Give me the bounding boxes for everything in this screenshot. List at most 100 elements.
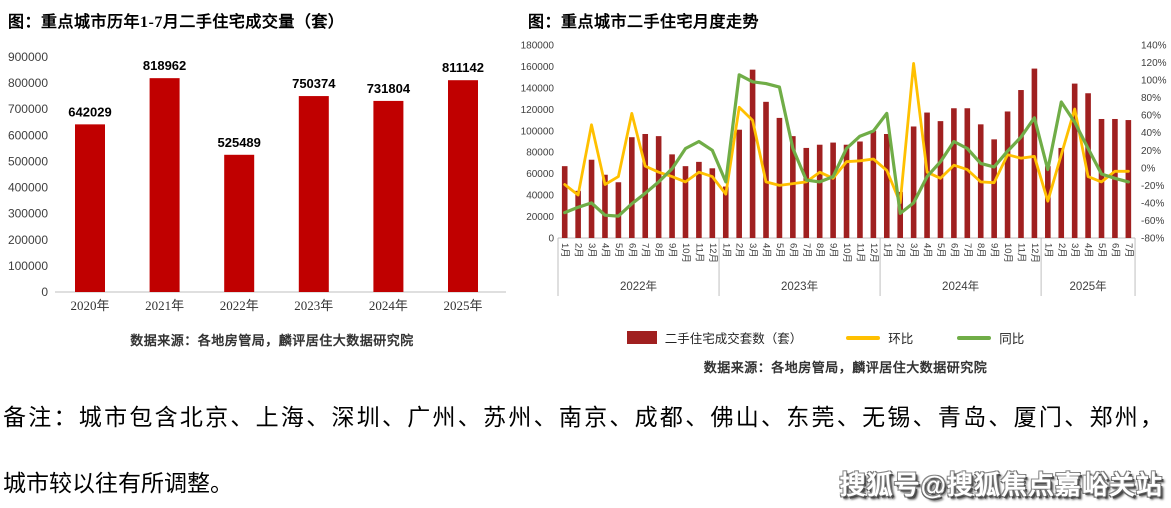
svg-text:2025年: 2025年: [443, 298, 482, 313]
left-chart-title: 图：重点城市历年1-7月二手住宅成交量（套）: [8, 14, 345, 31]
svg-text:12月: 12月: [707, 243, 718, 263]
svg-text:5月: 5月: [774, 243, 785, 258]
svg-text:40000: 40000: [526, 191, 554, 202]
svg-text:1月: 1月: [881, 243, 892, 258]
svg-text:3月: 3月: [747, 243, 758, 258]
svg-text:200000: 200000: [8, 233, 48, 247]
svg-text:2023年: 2023年: [781, 279, 818, 293]
svg-text:100%: 100%: [1141, 76, 1167, 87]
svg-text:6月: 6月: [1109, 243, 1120, 258]
mom-line: [563, 62, 1130, 205]
svg-text:7月: 7月: [1123, 243, 1134, 258]
legend-label-sales: 二手住宅成交套数（套）: [664, 332, 803, 346]
line-swatch-icon: [846, 335, 881, 340]
svg-text:2020年: 2020年: [70, 298, 109, 313]
svg-text:818962: 818962: [143, 58, 186, 73]
svg-text:6月: 6月: [626, 243, 637, 258]
svg-text:9月: 9月: [989, 243, 1000, 258]
svg-text:12月: 12月: [1029, 243, 1040, 263]
svg-text:731804: 731804: [367, 81, 411, 96]
yoy-line: [563, 73, 1131, 218]
svg-text:-60%: -60%: [1141, 216, 1164, 227]
svg-text:1月: 1月: [1042, 243, 1053, 258]
svg-text:4月: 4月: [922, 243, 933, 258]
svg-text:11月: 11月: [1015, 243, 1026, 262]
svg-text:80%: 80%: [1141, 93, 1161, 104]
svg-text:9月: 9月: [828, 243, 839, 258]
legend-label-mom: 环比: [888, 332, 914, 346]
bar-2023年: [298, 96, 329, 293]
svg-text:8月: 8月: [814, 243, 825, 258]
svg-text:811142: 811142: [442, 60, 484, 75]
svg-text:4月: 4月: [761, 243, 772, 258]
left-chart-svg: 900000 800000 700000 600000 500000 400000 3000…: [8, 50, 506, 313]
svg-text:900000: 900000: [8, 50, 48, 64]
svg-text:2024年: 2024年: [942, 279, 979, 293]
svg-text:300000: 300000: [8, 207, 48, 221]
svg-text:6月: 6月: [948, 243, 959, 258]
svg-text:140000: 140000: [521, 83, 555, 94]
legend-item-mom: 环比: [846, 328, 913, 347]
svg-text:2月: 2月: [895, 243, 906, 258]
right-chart-svg: 180000 160000 140000 120000 100000 80000 60000…: [521, 41, 1167, 296]
svg-text:3月: 3月: [586, 243, 597, 258]
svg-text:11月: 11月: [854, 243, 865, 262]
svg-text:0: 0: [548, 234, 554, 245]
svg-text:120000: 120000: [521, 105, 555, 116]
svg-text:-80%: -80%: [1141, 234, 1164, 245]
svg-text:8月: 8月: [975, 243, 986, 258]
svg-text:700000: 700000: [8, 102, 48, 116]
bar-2024年: [373, 100, 404, 292]
svg-text:6月: 6月: [787, 243, 798, 258]
svg-text:120%: 120%: [1141, 58, 1167, 69]
right-chart-source: 数据来源：各地房管局，麟评居住大数据研究院: [703, 360, 988, 375]
right-chart-title: 图：重点城市二手住宅月度走势: [528, 14, 760, 31]
svg-text:0%: 0%: [1141, 163, 1156, 174]
left-bars: [75, 78, 478, 293]
svg-text:2月: 2月: [1056, 243, 1067, 258]
svg-text:2月: 2月: [734, 243, 745, 258]
svg-text:2022年: 2022年: [620, 279, 657, 293]
legend-label-yoy: 同比: [999, 332, 1025, 346]
svg-text:400000: 400000: [8, 181, 48, 195]
bar-2025年: [448, 80, 478, 292]
svg-text:7月: 7月: [801, 243, 812, 258]
svg-text:10月: 10月: [1002, 243, 1013, 263]
svg-text:642029: 642029: [68, 104, 111, 119]
svg-text:7月: 7月: [962, 243, 973, 258]
svg-text:2月: 2月: [573, 243, 584, 258]
svg-text:8月: 8月: [653, 243, 664, 258]
watermark: 搜狐号@搜狐焦点嘉峪关站: [839, 470, 1163, 500]
right-chart-legend: 二手住宅成交套数（套） 环比 同比: [520, 328, 1171, 347]
svg-text:40%: 40%: [1141, 128, 1161, 139]
svg-text:20%: 20%: [1141, 146, 1161, 157]
bar-swatch-icon: [626, 331, 657, 344]
svg-text:1月: 1月: [559, 243, 570, 258]
footnote-line-1: 备注：城市包含北京、上海、深圳、广州、苏州、南京、成都、佛山、东莞、无锡、青岛、…: [3, 405, 1163, 430]
svg-text:20000: 20000: [526, 212, 554, 223]
svg-text:-20%: -20%: [1141, 181, 1164, 192]
svg-text:80000: 80000: [526, 148, 554, 159]
footnote-line-2: 城市较以往有所调整。: [3, 471, 233, 496]
svg-text:160000: 160000: [521, 62, 555, 73]
svg-text:0: 0: [41, 285, 48, 299]
svg-text:5月: 5月: [935, 243, 946, 258]
svg-text:2022年: 2022年: [220, 298, 259, 313]
svg-text:11月: 11月: [693, 243, 704, 262]
line-swatch-icon: [957, 335, 992, 340]
svg-text:10月: 10月: [841, 243, 852, 263]
svg-text:60%: 60%: [1141, 111, 1161, 122]
svg-text:500000: 500000: [8, 154, 48, 168]
svg-text:2023年: 2023年: [294, 298, 333, 313]
svg-text:140%: 140%: [1141, 41, 1167, 52]
svg-text:2021年: 2021年: [145, 298, 184, 313]
svg-text:1月: 1月: [720, 243, 731, 258]
svg-text:5月: 5月: [1096, 243, 1107, 258]
svg-text:9月: 9月: [667, 243, 678, 258]
svg-text:4月: 4月: [599, 243, 610, 258]
bar-2020年: [75, 124, 105, 292]
monthly-trend-chart: 图：重点城市二手住宅月度走势 180000 160000 140000 120000 1…: [520, 0, 1171, 392]
bar-2022年: [224, 154, 255, 292]
annual-sales-bar-chart: 图：重点城市历年1-7月二手住宅成交量（套） 900000 800000 70000…: [0, 0, 510, 392]
svg-text:3月: 3月: [1069, 243, 1080, 258]
